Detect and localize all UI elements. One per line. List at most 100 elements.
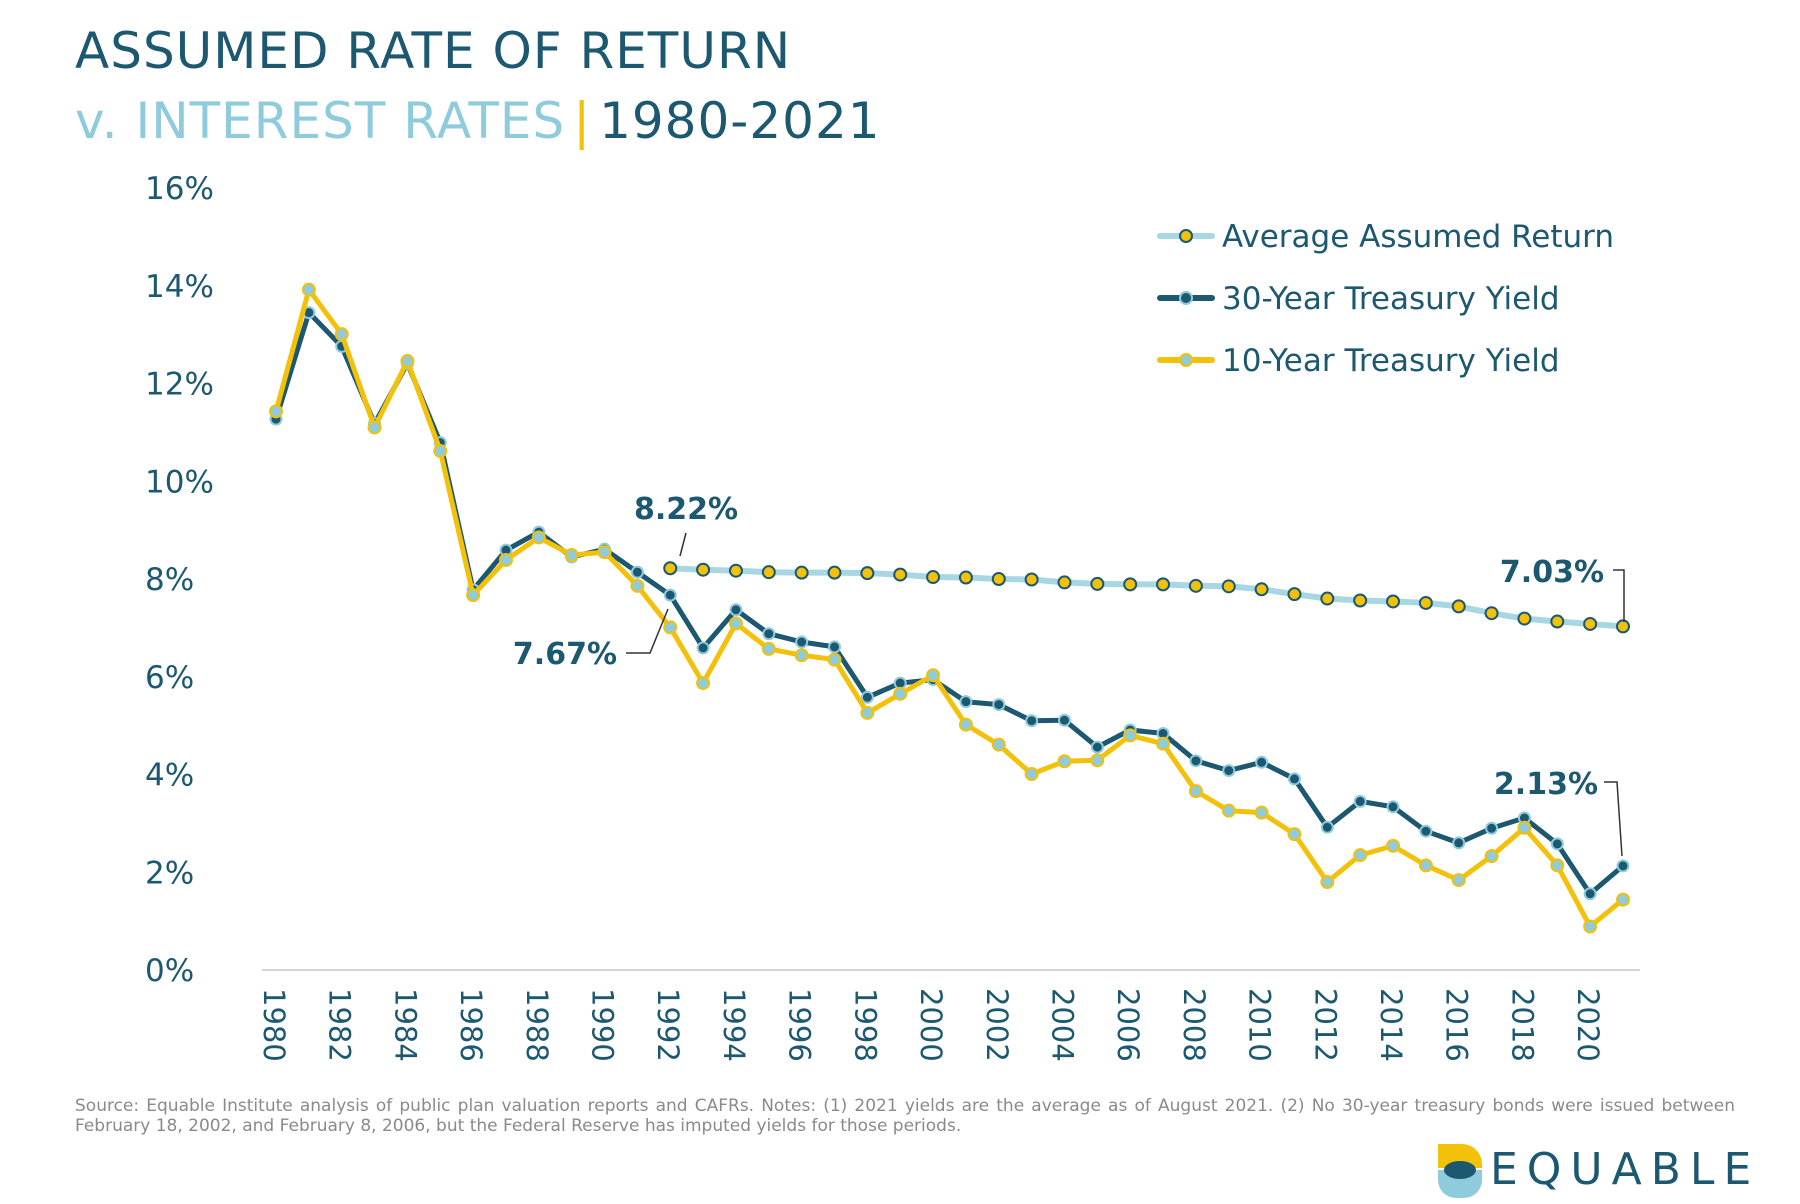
data-point-treasury-10y <box>564 548 579 563</box>
subtitle-years: 1980-2021 <box>599 92 881 150</box>
data-point-assumed-return <box>1616 619 1630 634</box>
data-point-assumed-return <box>827 565 842 580</box>
data-point-treasury-10y <box>926 668 941 683</box>
y-tick-label: 14% <box>145 269 214 305</box>
x-tick-label: 1980 <box>257 988 291 1062</box>
x-tick-label: 2002 <box>980 988 1014 1062</box>
data-point-treasury-10y <box>301 282 316 297</box>
x-tick-label: 2014 <box>1374 988 1408 1062</box>
data-point-treasury-10y <box>597 545 612 560</box>
data-point-assumed-return <box>958 570 973 585</box>
data-point-treasury-10y <box>696 676 711 691</box>
data-point-treasury-30y <box>1386 800 1400 814</box>
data-point-treasury-30y <box>696 641 710 655</box>
y-axis: 0% 2% 4% 6% 8% 10% 12% 14% 16% <box>145 171 214 989</box>
data-point-treasury-30y <box>1222 764 1236 778</box>
legend-label: 30-Year Treasury Yield <box>1222 281 1560 317</box>
data-point-treasury-10y <box>1353 848 1368 863</box>
data-point-treasury-30y <box>729 603 743 617</box>
data-point-assumed-return <box>1353 593 1368 608</box>
data-point-treasury-10y <box>1320 875 1335 890</box>
data-point-assumed-return <box>1221 579 1236 594</box>
data-point-treasury-10y <box>958 717 973 732</box>
x-tick-label: 2000 <box>914 988 948 1062</box>
series-line-assumed-return <box>667 565 1626 630</box>
data-point-treasury-10y <box>269 404 283 419</box>
data-point-treasury-10y <box>1221 803 1236 818</box>
data-point-treasury-10y <box>1123 728 1138 743</box>
x-tick-label: 2004 <box>1045 988 1079 1062</box>
data-point-treasury-10y <box>1583 919 1598 934</box>
data-point-assumed-return <box>1583 616 1598 631</box>
data-point-treasury-10y <box>1287 827 1302 842</box>
x-tick-label: 1996 <box>783 988 817 1062</box>
data-point-treasury-30y <box>1057 713 1071 727</box>
x-tick-label: 2006 <box>1111 988 1145 1062</box>
leader-line <box>1604 781 1623 857</box>
data-point-assumed-return <box>860 566 875 581</box>
data-point-treasury-10y <box>1418 858 1433 873</box>
data-point-treasury-10y <box>991 737 1006 752</box>
data-point-assumed-return <box>696 562 711 577</box>
data-point-assumed-return <box>1320 591 1335 606</box>
x-tick-label: 2010 <box>1243 988 1277 1062</box>
x-axis: 1980 1982 1984 1986 1988 1990 1992 1994 1996 1998… <box>257 988 1605 1062</box>
equable-logo: EQUABLE <box>1432 1140 1752 1200</box>
data-point-treasury-10y <box>1090 753 1105 768</box>
data-point-assumed-return <box>663 561 678 576</box>
equable-logo-mark-icon <box>1438 1144 1482 1198</box>
data-point-treasury-30y <box>1189 754 1203 768</box>
data-point-treasury-30y <box>1025 714 1039 728</box>
data-point-assumed-return <box>1024 572 1039 587</box>
data-point-treasury-10y <box>1188 784 1203 799</box>
data-point-treasury-30y <box>1090 740 1104 754</box>
y-tick-label: 0% <box>145 953 194 989</box>
data-point-treasury-10y <box>1616 892 1630 907</box>
x-tick-label: 1984 <box>388 988 422 1062</box>
x-tick-label: 1986 <box>454 988 488 1062</box>
data-point-assumed-return <box>761 565 776 580</box>
data-point-treasury-30y <box>1616 859 1630 873</box>
x-tick-label: 1998 <box>848 988 882 1062</box>
leader-line <box>679 532 687 557</box>
data-point-treasury-30y <box>959 695 973 709</box>
data-point-treasury-10y <box>1057 754 1072 769</box>
data-point-treasury-10y <box>1517 820 1532 835</box>
data-point-treasury-30y <box>663 588 677 602</box>
data-point-treasury-10y <box>630 578 645 593</box>
data-point-treasury-10y <box>334 327 349 342</box>
data-point-assumed-return <box>1517 611 1532 626</box>
data-point-assumed-return <box>728 563 743 578</box>
data-point-treasury-30y <box>1320 820 1334 834</box>
annotations: 8.22% 7.67% 7.03% 2.13% <box>513 492 1625 857</box>
data-point-treasury-10y <box>531 530 546 545</box>
data-point-assumed-return <box>1123 577 1138 592</box>
data-label: 8.22% <box>634 492 738 527</box>
line-chart: 0%2%4%6%8%10%12%14%16% 1980 1982 1984 1986 1… <box>145 171 1640 1062</box>
data-point-treasury-10y <box>827 652 842 667</box>
data-point-assumed-return <box>1484 606 1499 621</box>
data-point-assumed-return <box>1550 614 1565 629</box>
source-footnote: Source: Equable Institute analysis of pu… <box>75 1096 1735 1136</box>
data-point-treasury-30y <box>1419 824 1433 838</box>
data-point-assumed-return <box>794 565 809 580</box>
data-point-assumed-return <box>991 572 1006 586</box>
x-tick-label: 2018 <box>1505 988 1539 1062</box>
data-point-treasury-10y <box>367 420 382 435</box>
data-label: 7.03% <box>1500 555 1604 590</box>
legend-swatch-marker <box>1179 353 1193 367</box>
x-tick-label: 1988 <box>520 988 554 1062</box>
y-tick-label: 16% <box>145 171 214 207</box>
data-point-assumed-return <box>893 567 908 582</box>
x-tick-label: 1992 <box>651 988 685 1062</box>
data-point-treasury-10y <box>1484 849 1499 864</box>
leader-line <box>626 608 669 654</box>
subtitle-comparison: v. INTEREST RATES <box>75 92 566 150</box>
data-point-treasury-30y <box>1287 772 1301 786</box>
data-point-treasury-10y <box>860 705 875 720</box>
x-tick-label: 1990 <box>586 988 620 1062</box>
data-point-assumed-return <box>926 570 941 585</box>
data-point-treasury-30y <box>828 640 842 654</box>
data-point-treasury-30y <box>795 635 809 649</box>
data-point-assumed-return <box>1188 578 1203 593</box>
